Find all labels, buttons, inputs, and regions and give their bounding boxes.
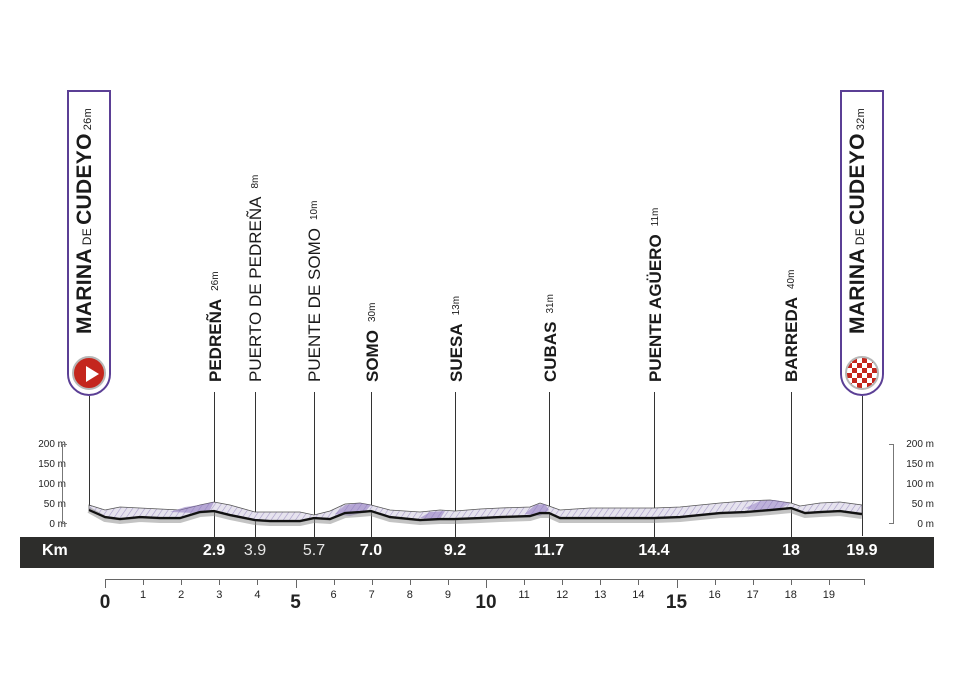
waypoint-stem (214, 392, 215, 537)
scale-tick (143, 579, 145, 585)
waypoint-stem (314, 392, 315, 537)
scale-tick-label: 17 (746, 589, 759, 601)
finish-badge: MARINADECUDEYO32m (840, 90, 884, 396)
scale-tick (828, 579, 830, 585)
scale-tick (181, 579, 183, 585)
scale-tick-label: 3 (216, 589, 223, 601)
scale-tick-label: 9 (444, 589, 451, 601)
scale-tick-label: 16 (708, 589, 721, 601)
scale-tick (219, 579, 221, 585)
waypoint-stem (549, 392, 550, 537)
km-mark: 11.7 (533, 542, 565, 559)
scale-tick-label: 1 (140, 589, 147, 601)
scale-tick-end (864, 579, 865, 585)
scale-tick-label: 10 (475, 592, 497, 613)
km-bar: Km 2.9 3.9 5.7 7.0 9.2 11.7 14.4 18 19.9 (20, 537, 934, 568)
scale-tick-label: 11 (518, 589, 530, 601)
km-mark: 7.0 (359, 542, 383, 559)
start-stem (89, 396, 90, 506)
scale-tick-label: 8 (406, 589, 413, 601)
km-mark: 3.9 (243, 542, 267, 559)
scale-tick (257, 579, 259, 585)
km-mark: 5.7 (302, 542, 326, 559)
scale-tick-label: 2 (178, 589, 185, 601)
scale-tick (333, 579, 335, 585)
scale-tick (105, 579, 106, 588)
start-play-icon (72, 356, 106, 390)
scale-tick (790, 579, 792, 585)
scale-tick-label: 15 (665, 592, 688, 613)
scale-tick-label: 14 (632, 589, 645, 601)
distance-scale-axis (105, 579, 864, 580)
start-badge: MARINADECUDEYO26m (67, 90, 111, 396)
scale-tick-label: 19 (822, 589, 836, 601)
waypoint-stem (654, 392, 655, 537)
km-mark: 14.4 (638, 542, 670, 559)
km-mark: 18 (782, 542, 800, 559)
scale-tick (752, 579, 754, 585)
finish-stem (862, 396, 863, 536)
scale-tick (562, 579, 564, 585)
scale-tick (447, 579, 449, 585)
scale-tick-label: 13 (594, 589, 607, 601)
y-axis-bracket-left (62, 444, 67, 524)
scale-tick-label: 12 (556, 589, 569, 601)
scale-tick-label: 4 (254, 589, 261, 601)
scale-tick (676, 579, 678, 588)
scale-tick (486, 579, 487, 588)
scale-tick (600, 579, 602, 585)
waypoint-stem (791, 392, 792, 537)
scale-tick (371, 579, 373, 585)
scale-tick-label: 7 (368, 589, 375, 601)
scale-tick (524, 579, 526, 585)
scale-tick-label: 0 (99, 592, 111, 613)
km-mark: 2.9 (202, 542, 226, 559)
scale-tick-label: 6 (330, 589, 337, 601)
waypoint-stem (455, 392, 456, 537)
finish-checkered-icon (845, 356, 879, 390)
scale-tick (638, 579, 640, 585)
waypoint-stem (255, 392, 256, 537)
scale-tick-label: 18 (784, 589, 797, 601)
km-bar-label: Km (42, 542, 68, 559)
scale-tick-label: 5 (290, 592, 301, 613)
km-mark-finish: 19.9 (846, 542, 878, 559)
y-axis-bracket-right (889, 444, 894, 524)
scale-tick (714, 579, 716, 585)
scale-tick (409, 579, 411, 585)
scale-tick (295, 579, 297, 588)
waypoint-stem (371, 392, 372, 537)
km-mark: 9.2 (443, 542, 467, 559)
